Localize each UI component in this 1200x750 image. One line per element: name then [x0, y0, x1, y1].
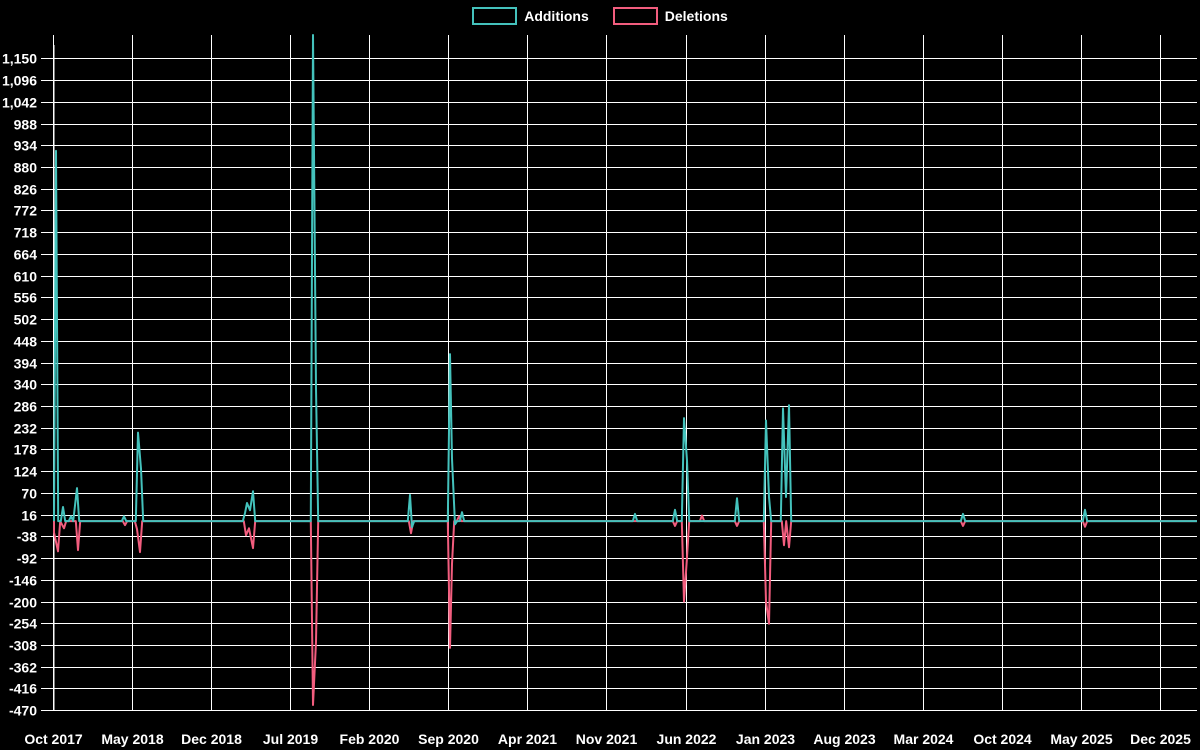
deletions-line [53, 514, 1197, 706]
y-tick-label: 502 [14, 312, 38, 328]
y-tick-label: -200 [9, 595, 37, 611]
legend-deletions[interactable]: Deletions [612, 7, 728, 25]
x-tick-label: May 2025 [1050, 731, 1112, 747]
y-tick-label: 610 [14, 269, 38, 285]
y-tick-label: 70 [21, 486, 37, 502]
y-tick-label: -362 [9, 660, 37, 676]
x-tick-label: Dec 2018 [181, 731, 242, 747]
y-tick-label: -470 [9, 703, 37, 719]
y-tick-label: -308 [9, 638, 37, 654]
x-tick-label: Nov 2021 [576, 731, 638, 747]
x-tick-label: Oct 2024 [973, 731, 1032, 747]
y-tick-label: 988 [14, 117, 38, 133]
x-tick-label: Jun 2022 [657, 731, 717, 747]
y-tick-label: 16 [21, 508, 37, 524]
y-tick-label: 1,096 [2, 73, 37, 89]
x-tick-label: Aug 2023 [813, 731, 875, 747]
legend: Additions Deletions [0, 7, 1200, 25]
legend-additions-label: Additions [524, 8, 589, 24]
y-tick-label: 718 [14, 225, 38, 241]
y-tick-label: 1,042 [2, 95, 37, 111]
y-tick-label: -38 [17, 529, 37, 545]
deletions-swatch-icon [612, 7, 658, 25]
y-tick-label: -416 [9, 681, 37, 697]
y-tick-label: 286 [14, 399, 38, 415]
y-tick-label: 178 [14, 442, 38, 458]
y-tick-label: 448 [14, 334, 38, 350]
y-tick-label: 664 [14, 247, 38, 263]
x-tick-label: Dec 2025 [1130, 731, 1191, 747]
additions-line [53, 34, 1197, 529]
y-tick-label: 934 [14, 138, 38, 154]
x-tick-label: May 2018 [101, 731, 163, 747]
x-tick-label: Oct 2017 [24, 731, 83, 747]
y-tick-label: 232 [14, 421, 38, 437]
y-tick-label: 1,150 [2, 51, 37, 67]
additions-swatch-icon [472, 7, 518, 25]
x-tick-label: Sep 2020 [418, 731, 479, 747]
y-tick-label: 772 [14, 203, 38, 219]
axis-labels: 1,150 1,096 1,042 988 934 880 826 772 718 664 610 5… [2, 51, 1191, 748]
y-tick-label: 880 [14, 160, 38, 176]
y-tick-label: -92 [17, 551, 37, 567]
y-tick-label: 340 [14, 377, 38, 393]
x-tick-label: Jul 2019 [263, 731, 318, 747]
y-tick-label: 124 [14, 464, 38, 480]
legend-additions[interactable]: Additions [472, 7, 589, 25]
x-tick-label: Jan 2023 [736, 731, 795, 747]
y-tick-label: 556 [14, 290, 38, 306]
legend-deletions-label: Deletions [664, 8, 728, 24]
y-tick-label: 394 [14, 356, 38, 372]
y-tick-label: -146 [9, 573, 37, 589]
grid [41, 35, 1197, 711]
x-tick-label: Apr 2021 [498, 731, 557, 747]
y-tick-label: 826 [14, 182, 38, 198]
x-tick-label: Feb 2020 [340, 731, 400, 747]
y-tick-label: -254 [9, 616, 37, 632]
x-tick-label: Mar 2024 [894, 731, 954, 747]
